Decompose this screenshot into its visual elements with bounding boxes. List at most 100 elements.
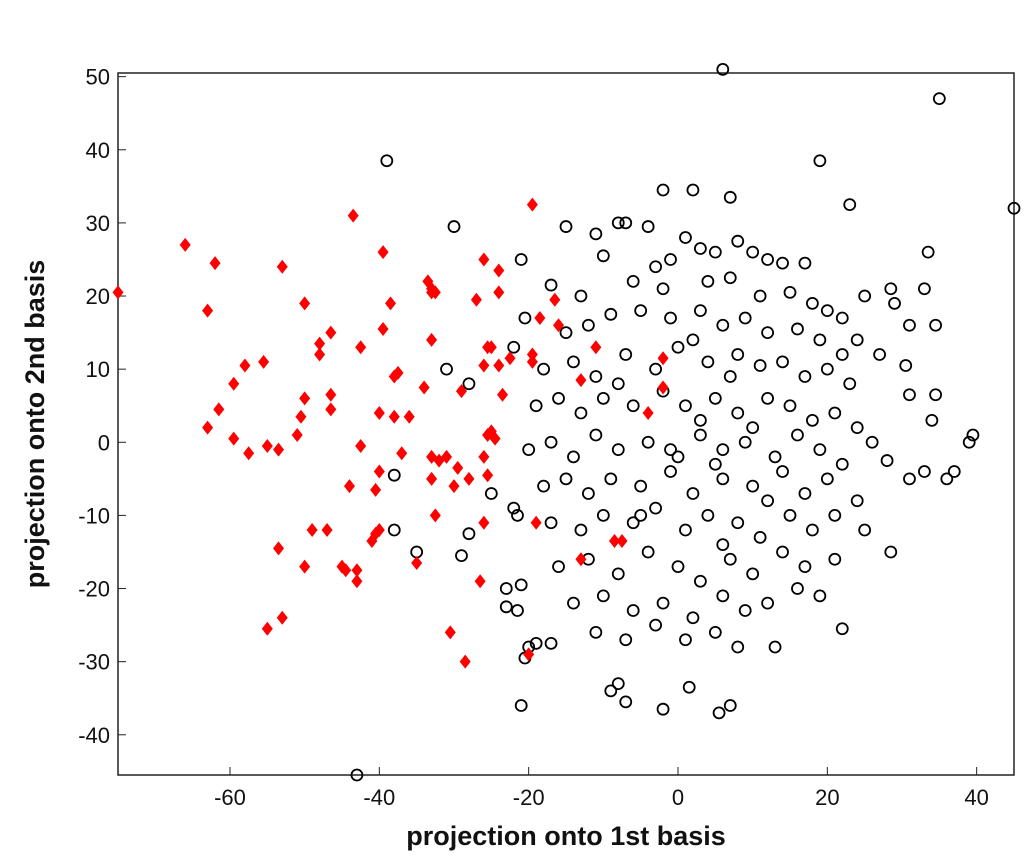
diamond-point: [575, 552, 587, 567]
circle-point: [559, 220, 573, 233]
diamond-point: [575, 373, 587, 388]
circle-point: [649, 260, 662, 274]
circle-point: [694, 428, 707, 442]
circle-point: [649, 618, 662, 632]
diamond-point: [418, 380, 430, 395]
circle-point: [589, 227, 603, 241]
circle-point: [507, 501, 521, 515]
circle-point: [656, 596, 670, 610]
diamond-point: [493, 358, 505, 373]
x-tick-label: -20: [513, 785, 545, 810]
diamond-point: [444, 625, 456, 640]
diamond-point: [553, 318, 565, 333]
circle-point: [798, 256, 812, 270]
circle-point: [820, 362, 834, 376]
circle-point: [350, 768, 364, 782]
circle-point: [522, 443, 536, 456]
circle-point: [835, 457, 849, 471]
circle-point: [514, 253, 528, 266]
circle-point: [731, 234, 745, 248]
circle-point: [835, 348, 849, 361]
circle-point: [791, 322, 804, 336]
circle-point: [679, 399, 692, 413]
x-tick-label: 20: [815, 785, 839, 810]
diamond-point: [314, 336, 326, 351]
circle-point: [806, 523, 819, 537]
x-tick-label: 0: [672, 785, 684, 810]
diamond-point: [377, 321, 389, 336]
circle-point: [716, 318, 730, 332]
circle-point: [776, 256, 789, 270]
circle-point: [746, 567, 760, 581]
circle-point: [604, 684, 618, 698]
circle-point: [929, 318, 942, 332]
circle-point: [626, 275, 640, 288]
circle-point: [656, 702, 670, 716]
circle-point: [806, 296, 819, 310]
circle-point: [544, 278, 558, 292]
circle-point: [582, 487, 595, 500]
circle-point: [611, 216, 625, 230]
circle-point: [925, 413, 939, 427]
circle-point: [619, 695, 633, 709]
diamond-point: [504, 351, 516, 366]
diamond-point: [452, 460, 464, 475]
circle-point: [634, 304, 648, 318]
diamond-point: [355, 340, 367, 355]
circle-point: [828, 406, 842, 420]
diamond-point: [426, 471, 438, 486]
circle-point: [619, 348, 633, 361]
circle-point: [664, 311, 677, 325]
circle-point: [962, 435, 976, 449]
circle-point: [455, 549, 468, 563]
diamond-point: [347, 208, 359, 223]
diamond-point: [526, 197, 538, 212]
circle-point: [932, 92, 946, 105]
diamond-point: [299, 391, 311, 406]
circle-point: [387, 523, 401, 537]
circle-point: [611, 443, 625, 456]
circle-point: [731, 516, 745, 530]
circle-point: [682, 680, 696, 694]
circle-point: [619, 633, 633, 647]
circle-point: [828, 552, 842, 566]
y-tick-label: 10: [86, 357, 110, 382]
diamond-point: [470, 292, 482, 307]
circle-point: [574, 289, 588, 303]
circle-point: [884, 282, 898, 296]
circle-point: [649, 501, 662, 515]
circle-point: [761, 596, 774, 610]
circle-point: [694, 413, 707, 427]
diamond-point: [657, 351, 669, 366]
diamond-point: [478, 252, 490, 267]
circle-point: [511, 509, 524, 522]
circle-point: [865, 435, 879, 449]
circle-point: [440, 362, 453, 376]
circle-point: [776, 355, 789, 369]
diamond-point: [340, 563, 352, 578]
diamond-point: [370, 526, 382, 541]
diamond-point: [616, 534, 628, 548]
diamond-point: [530, 515, 542, 530]
circle-point: [753, 530, 767, 544]
circle-point: [634, 479, 648, 493]
circle-point: [656, 282, 670, 296]
circle-point: [611, 377, 625, 391]
x-axis-label: projection onto 1st basis: [406, 821, 726, 851]
circle-point: [738, 311, 752, 325]
diamond-point: [642, 406, 654, 421]
circle-point: [716, 589, 730, 603]
diamond-point: [459, 654, 471, 669]
circle-point: [783, 399, 797, 413]
circle-point: [559, 326, 573, 339]
diamond-point: [373, 464, 385, 479]
circle-point: [559, 472, 573, 486]
circle-point: [686, 333, 700, 347]
circle-point: [820, 304, 834, 318]
diamond-point: [474, 574, 486, 589]
circle-point: [664, 253, 677, 266]
diamond-point: [261, 621, 273, 636]
diamond-point: [497, 387, 509, 402]
circle-point: [701, 355, 715, 369]
circle-point: [712, 706, 726, 720]
